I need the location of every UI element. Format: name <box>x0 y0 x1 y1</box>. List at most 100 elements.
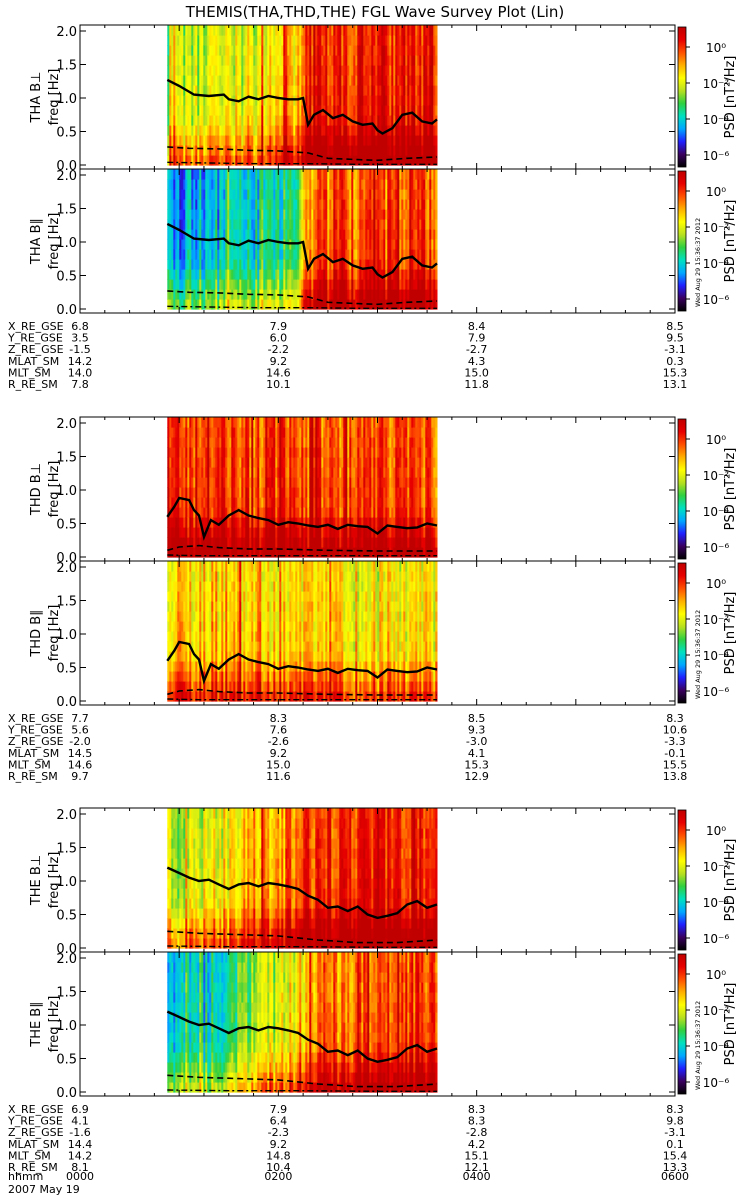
y-tick-label: 1.0 <box>56 92 77 107</box>
series-solid-line <box>166 78 438 135</box>
panel-the-perp: 0.0 0.5 1.0 1.5 2.0 THE B⊥ freq [Hz] 10⁰ 10⁻² 10⁻… <box>29 807 738 957</box>
ephemeris-value: 12.9 <box>464 770 489 783</box>
ephemeris-value: -2.3 <box>268 1126 289 1139</box>
time-axis-name: hhmm <box>8 1170 43 1183</box>
ephemeris-table: X_RE_GSE 6.8 7.9 8.4 8.5Y_RE_GSE 3.5 6.0 7.9 9.5… <box>7 320 687 391</box>
series-dashed-line <box>167 544 437 552</box>
colorbar-tick-label: 10⁻² <box>703 469 730 483</box>
colorbar-tick-label: 10⁰ <box>706 185 726 199</box>
ephemeris-row-label: X_RE_GSE <box>8 320 64 333</box>
timestamp: Wed Aug 29 15:36:37 2012 <box>694 1001 702 1090</box>
ephemeris-value: 4.3 <box>468 355 486 368</box>
ephemeris-row-label: X_RE_GSE <box>8 1103 64 1116</box>
series-dashed-line <box>167 930 438 944</box>
ephemeris-value: 4.1 <box>71 1115 89 1128</box>
colorbar-label: PSD [nT²/Hz] <box>723 200 738 283</box>
ephemeris-value: 8.5 <box>666 320 684 333</box>
ephemeris-value: 15.0 <box>464 366 489 379</box>
colorbar-tick-label: 10⁰ <box>706 433 726 447</box>
spectrogram-heatmap <box>167 561 438 702</box>
ephemeris-table: X_RE_GSE 7.7 8.3 8.5 8.3 Y_RE_GSE 5.6 7.6 9.3 10.… <box>7 712 687 783</box>
colorbar-gradient <box>677 170 687 312</box>
colorbar-tick-label: 10⁻² <box>703 221 730 235</box>
colorbar: 10⁰ 10⁻² 10⁻⁴ 10⁻⁶ PSD [nT²/Hz] <box>677 809 738 951</box>
time-tick-labels: 0000 0200 0400 0600 <box>66 1170 689 1183</box>
time-tick-label: 0400 <box>463 1170 491 1183</box>
ephemeris-value: 7.8 <box>71 378 89 391</box>
timestamp: Wed Aug 29 15:36:37 2012 <box>694 218 702 307</box>
colorbar-gradient <box>677 418 687 560</box>
ephemeris-value: 9.5 <box>666 332 684 345</box>
ephemeris-value: 7.7 <box>71 712 89 725</box>
panel-the-par: 0.0 0.5 1.0 1.5 2.0 THE B∥ freq [Hz] 10⁰ 10⁻² 10⁻… <box>29 951 738 1101</box>
y-tick-label: 2.0 <box>56 25 77 40</box>
y-tick-label: 1.5 <box>56 451 77 466</box>
panel-tha-perp: 0.0 0.5 1.0 1.5 2.0 THA B⊥ freq [Hz] 10⁰ 10⁻² 10⁻… <box>29 24 738 174</box>
ephemeris-value: 14.6 <box>68 758 93 771</box>
y-tick-label: 2.0 <box>56 169 77 184</box>
y-tick-label: 2.0 <box>56 561 77 576</box>
ephemeris-row-label: Y_RE_GSE <box>7 332 63 345</box>
panel-label: THA B⊥ <box>29 72 44 124</box>
colorbar-gradient <box>677 26 687 168</box>
date-label: 2007 May 19 <box>8 1183 80 1196</box>
ephemeris-value: 15.4 <box>663 1149 688 1162</box>
y-tick-label: 1.5 <box>56 203 77 218</box>
series-solid-line <box>166 496 438 541</box>
y-tick-label: 1.0 <box>56 484 77 499</box>
colorbar-label: PSD [nT²/Hz] <box>723 592 738 675</box>
colorbar-tick-label: 10⁻⁶ <box>703 932 730 946</box>
colorbar-tick-label: 10⁻² <box>703 613 730 627</box>
colorbar-gradient <box>677 562 687 704</box>
y-tick-label: 1.0 <box>56 236 77 251</box>
panel-label: THE B⊥ <box>29 855 44 906</box>
ephemeris-value: 7.9 <box>468 332 486 345</box>
panel-thd-perp: 0.0 0.5 1.0 1.5 2.0 THD B⊥ freq [Hz] 10⁰ 10⁻² 10⁻… <box>29 416 738 566</box>
colorbar-tick-label: 10⁰ <box>706 824 726 838</box>
ephemeris-value: 15.5 <box>663 758 688 771</box>
colorbar-tick-label: 10⁻⁴ <box>703 649 730 663</box>
y-tick-label: 0.5 <box>56 126 77 141</box>
y-tick-label: 0.5 <box>56 1053 77 1068</box>
colorbar-tick-label: 10⁻⁴ <box>703 1040 730 1054</box>
y-tick-label: 0.0 <box>56 159 77 174</box>
colorbar-tick-label: 10⁻² <box>703 1004 730 1018</box>
ephemeris-value: 4.2 <box>468 1138 486 1151</box>
panel-label: THE B∥ <box>29 1001 44 1047</box>
ephemeris-value: 10.6 <box>663 724 688 737</box>
ephemeris-value: 14.4 <box>68 1138 93 1151</box>
time-tick-label: 0000 <box>66 1170 94 1183</box>
ephemeris-value: 3.5 <box>71 332 89 345</box>
y-tick-label: 2.0 <box>56 952 77 967</box>
ephemeris-value: 8.5 <box>468 712 486 725</box>
ephemeris-value: 7.9 <box>270 1103 288 1116</box>
ephemeris-row-label: MLAT_SM <box>8 747 59 760</box>
y-tick-label: 1.5 <box>56 842 77 857</box>
ephemeris-value: 8.1 <box>71 1161 89 1174</box>
ephemeris-value: 9.2 <box>270 1138 288 1151</box>
ephemeris-value: 14.0 <box>68 366 93 379</box>
colorbar-tick-label: 10⁰ <box>706 41 726 55</box>
ephemeris-row-label: R_RE_SM <box>8 378 58 391</box>
colorbar: 10⁰ 10⁻² 10⁻⁴ 10⁻⁶ PSD [nT²/Hz] Wed Aug 29 15… <box>677 953 738 1095</box>
ephemeris-value: 15.0 <box>266 758 291 771</box>
y-tick-label: 1.0 <box>56 1019 77 1034</box>
colorbar-gradient <box>677 809 687 951</box>
panel-ylabel: freq [Hz] <box>47 69 62 126</box>
panel-ylabel: freq [Hz] <box>47 996 62 1053</box>
ephemeris-value: 14.2 <box>68 355 93 368</box>
panel-ylabel: freq [Hz] <box>47 605 62 662</box>
colorbar: 10⁰ 10⁻² 10⁻⁴ 10⁻⁶ PSD [nT²/Hz] <box>677 26 738 168</box>
ephemeris-value: 10.4 <box>266 1161 291 1174</box>
ephemeris-value: 6.0 <box>270 332 288 345</box>
ephemeris-row-label: MLT_SM <box>8 1149 51 1162</box>
y-tick-label: 0.5 <box>56 270 77 285</box>
ephemeris-value: 11.6 <box>266 770 291 783</box>
ephemeris-row-label: Y_RE_GSE <box>7 1115 63 1128</box>
ephemeris-value: 15.3 <box>663 366 688 379</box>
colorbar-gradient <box>677 953 687 1095</box>
spectrogram-heatmap <box>167 952 438 1093</box>
ephemeris-value: 14.8 <box>266 1149 291 1162</box>
